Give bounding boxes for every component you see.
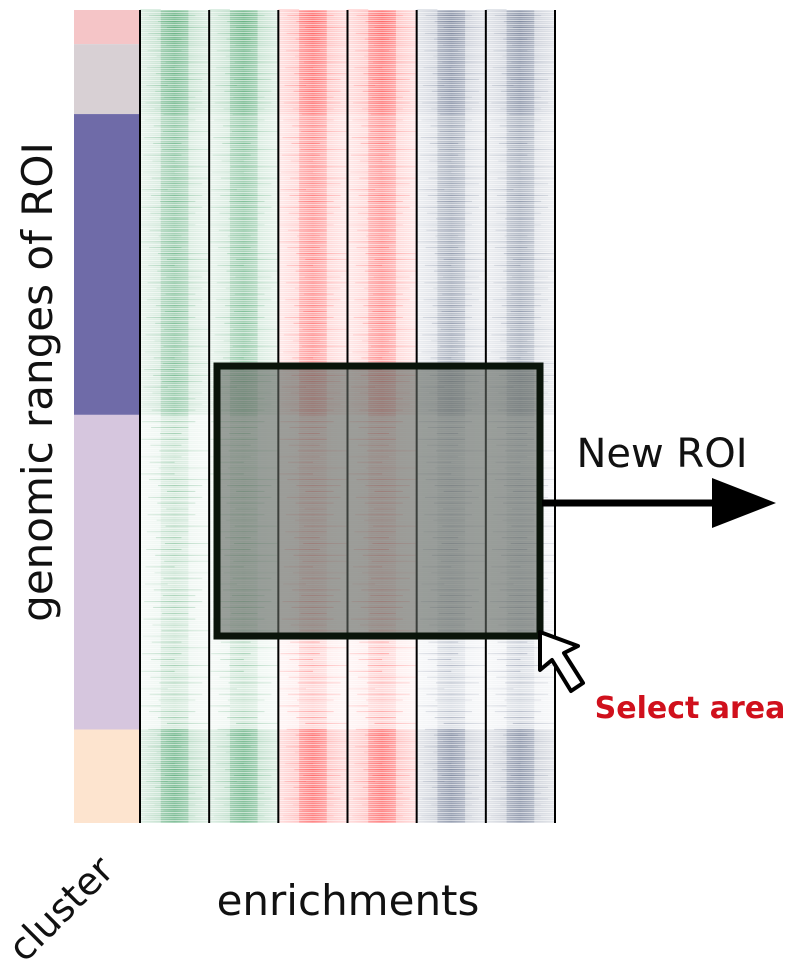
cluster-segment-4 (74, 414, 140, 730)
cluster-bar (74, 10, 140, 823)
selection-rectangle[interactable] (213, 362, 544, 640)
mouse-cursor-icon (538, 630, 585, 693)
cluster-segment-3 (74, 114, 140, 415)
cluster-segment-5 (74, 729, 140, 823)
y-axis-label: genomic ranges of ROI (13, 142, 62, 622)
cluster-segment-1 (74, 10, 140, 45)
enrichments-label: enrichments (217, 876, 480, 925)
select-area-label: Select area (595, 691, 786, 726)
enrichment-track-1 (140, 9, 210, 823)
new-roi-label: New ROI (576, 431, 747, 477)
cluster-segment-2 (74, 44, 140, 115)
new-roi-arrow (542, 478, 776, 528)
cluster-label: cluster (0, 847, 122, 970)
